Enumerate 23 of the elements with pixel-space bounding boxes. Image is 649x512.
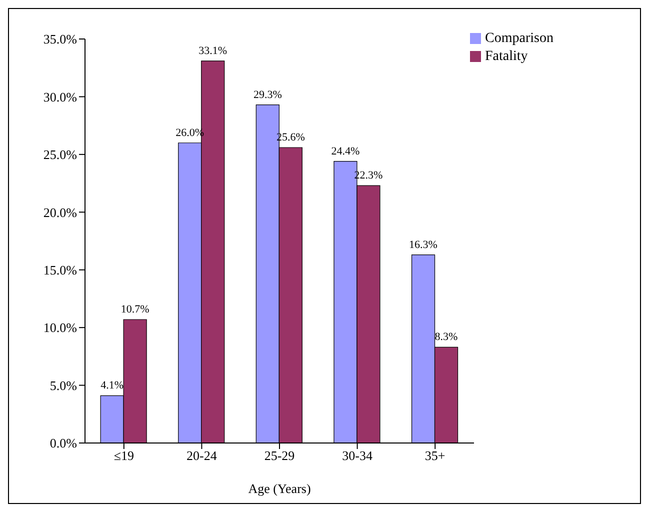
y-tick-label: 0.0% [50, 436, 78, 451]
x-tick-label: 25-29 [264, 448, 295, 464]
x-tick-label: ≤19 [114, 448, 134, 464]
data-label: 10.7% [120, 303, 150, 316]
y-tick-label: 10.0% [43, 320, 78, 336]
y-tick-label: 25.0% [43, 147, 78, 162]
x-tick-label: 30-34 [342, 448, 373, 464]
y-tick-label: 30.0% [43, 89, 78, 104]
y-tick-label: 20.0% [43, 204, 78, 220]
y-tick-label: 35.0% [43, 32, 78, 47]
data-label: 8.3% [434, 331, 458, 344]
x-tick-label: 35+ [424, 448, 446, 464]
x-axis-title: Age (Years) [248, 481, 311, 496]
data-label: 29.3% [253, 88, 282, 101]
legend-label: Fatality [485, 49, 528, 64]
x-tick-label: 20-24 [186, 448, 218, 464]
data-label: 4.1% [100, 380, 124, 392]
data-label: 16.3% [409, 238, 438, 251]
data-label: 33.1% [198, 44, 228, 57]
data-label: 24.4% [331, 145, 360, 158]
y-tick-label: 15.0% [43, 262, 78, 278]
legend-label: Comparison [485, 31, 554, 46]
y-tick-label: 5.0% [50, 378, 78, 393]
